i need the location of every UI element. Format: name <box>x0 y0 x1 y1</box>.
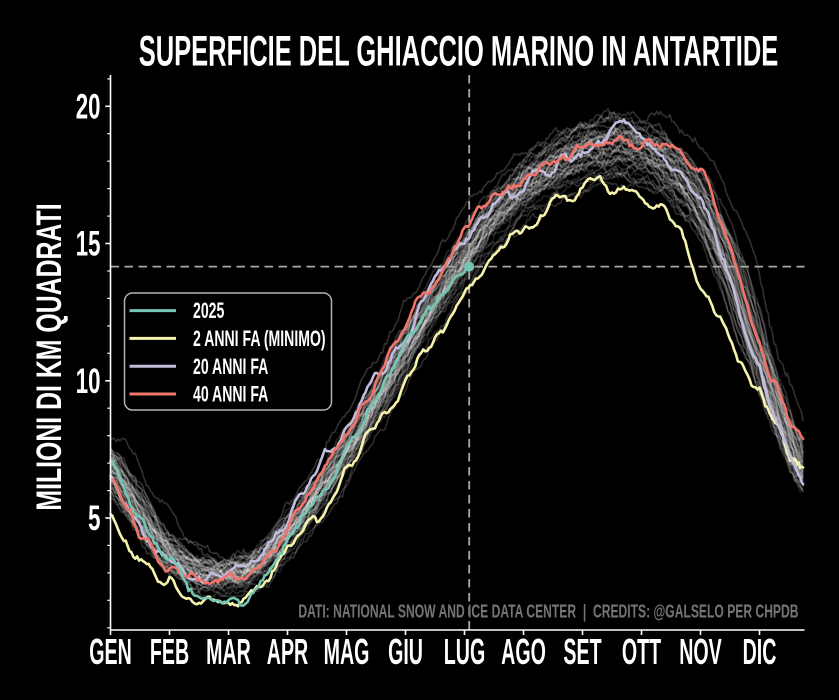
svg-text:AGO: AGO <box>501 633 546 673</box>
svg-text:40 ANNI FA: 40 ANNI FA <box>193 381 268 406</box>
svg-text:DATI: NATIONAL SNOW AND ICE DA: DATI: NATIONAL SNOW AND ICE DATA CENTER … <box>298 602 798 622</box>
svg-text:20 ANNI FA: 20 ANNI FA <box>193 354 268 379</box>
svg-text:SUPERFICIE DEL GHIACCIO MARINO: SUPERFICIE DEL GHIACCIO MARINO IN ANTART… <box>139 28 778 75</box>
svg-text:GEN: GEN <box>89 633 132 673</box>
svg-text:DIC: DIC <box>743 633 777 673</box>
svg-text:FEB: FEB <box>150 633 189 673</box>
svg-text:GIU: GIU <box>388 633 423 673</box>
svg-text:5: 5 <box>88 499 100 538</box>
svg-text:APR: APR <box>267 633 308 673</box>
svg-text:MAR: MAR <box>206 633 251 673</box>
svg-text:SET: SET <box>563 633 601 673</box>
svg-text:NOV: NOV <box>679 633 722 673</box>
svg-text:OTT: OTT <box>622 633 661 673</box>
svg-text:10: 10 <box>76 362 101 401</box>
svg-text:2025: 2025 <box>193 298 224 323</box>
svg-text:MILIONI DI KM QUADRATI: MILIONI DI KM QUADRATI <box>30 203 69 510</box>
svg-text:LUG: LUG <box>444 633 485 673</box>
svg-text:MAG: MAG <box>324 633 370 673</box>
svg-text:2 ANNI FA (MINIMO): 2 ANNI FA (MINIMO) <box>193 326 326 351</box>
svg-text:20: 20 <box>76 87 101 126</box>
svg-text:15: 15 <box>76 224 101 263</box>
